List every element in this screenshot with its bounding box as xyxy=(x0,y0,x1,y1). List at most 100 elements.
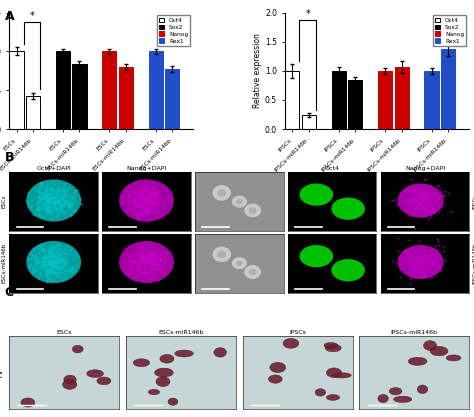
Point xyxy=(47,211,55,217)
Point xyxy=(47,263,55,269)
Point xyxy=(149,250,156,257)
Point xyxy=(59,264,67,271)
Point xyxy=(419,207,427,214)
Point xyxy=(65,198,73,205)
Point xyxy=(48,266,56,272)
Point xyxy=(51,259,58,265)
Point xyxy=(154,249,161,256)
Point xyxy=(57,201,65,208)
Point xyxy=(414,190,422,196)
Point xyxy=(50,261,58,267)
Ellipse shape xyxy=(97,377,111,385)
Point xyxy=(416,264,424,270)
Point xyxy=(419,251,426,258)
Point xyxy=(46,268,54,274)
Point xyxy=(55,264,63,271)
Point xyxy=(54,246,62,252)
Point xyxy=(128,259,136,266)
Point xyxy=(148,208,156,215)
Point xyxy=(39,201,47,207)
Point xyxy=(42,194,50,201)
Point xyxy=(56,198,64,205)
Point xyxy=(438,203,446,209)
Point xyxy=(137,271,145,277)
Point xyxy=(409,265,417,271)
Point xyxy=(155,192,163,199)
Point xyxy=(66,200,73,207)
Point xyxy=(421,206,429,213)
Point xyxy=(410,201,417,208)
Point xyxy=(128,270,135,276)
Point xyxy=(410,199,418,206)
Point xyxy=(158,246,165,253)
Point xyxy=(416,203,423,210)
Title: Nanog+DAPI: Nanog+DAPI xyxy=(127,166,167,171)
Point xyxy=(31,267,39,274)
Point xyxy=(139,256,147,263)
Point xyxy=(52,190,60,197)
Point xyxy=(415,212,422,219)
Point xyxy=(409,263,417,269)
Point xyxy=(62,198,70,204)
Point xyxy=(425,263,432,270)
Point xyxy=(152,254,160,261)
Point xyxy=(48,191,56,198)
Point xyxy=(55,205,62,212)
Point xyxy=(161,266,168,273)
Point xyxy=(140,254,148,261)
Point xyxy=(427,247,434,254)
Point xyxy=(56,254,64,261)
Point xyxy=(414,201,422,208)
Point xyxy=(428,258,436,264)
Point xyxy=(141,256,148,263)
Point xyxy=(51,188,58,194)
Ellipse shape xyxy=(327,368,342,377)
Point xyxy=(414,207,421,214)
Point xyxy=(147,194,155,201)
Point xyxy=(419,191,426,198)
Point xyxy=(440,192,448,198)
Point xyxy=(143,248,151,255)
Point xyxy=(146,252,154,259)
Point xyxy=(36,179,44,186)
Point xyxy=(143,208,151,214)
Point xyxy=(54,185,62,192)
Point xyxy=(130,245,138,252)
Point xyxy=(45,191,52,198)
Point xyxy=(47,260,55,267)
Point xyxy=(136,183,143,190)
Point xyxy=(155,265,162,272)
Point xyxy=(424,258,432,264)
Point xyxy=(149,257,156,264)
Point xyxy=(137,186,145,192)
Point xyxy=(407,244,415,251)
Point xyxy=(140,267,147,274)
Ellipse shape xyxy=(217,251,226,258)
Point xyxy=(43,185,50,192)
Point xyxy=(63,255,71,261)
Point xyxy=(45,198,52,205)
Point xyxy=(418,254,425,260)
Point xyxy=(51,204,58,211)
Point xyxy=(430,254,438,260)
Point xyxy=(410,253,418,260)
Point xyxy=(428,254,435,261)
Point xyxy=(49,262,56,269)
Point xyxy=(412,192,419,199)
Point xyxy=(38,258,46,264)
Point xyxy=(150,256,157,263)
Point xyxy=(44,204,51,211)
Point xyxy=(423,196,430,202)
Point xyxy=(62,191,69,197)
Point xyxy=(412,193,420,200)
Point xyxy=(141,201,149,208)
Point xyxy=(441,187,449,194)
Point xyxy=(152,251,160,257)
Point xyxy=(411,224,419,231)
Point xyxy=(417,188,425,195)
Point xyxy=(52,183,59,190)
Point xyxy=(35,204,43,211)
Point xyxy=(421,203,429,209)
Point xyxy=(51,258,58,264)
Point xyxy=(37,247,45,254)
